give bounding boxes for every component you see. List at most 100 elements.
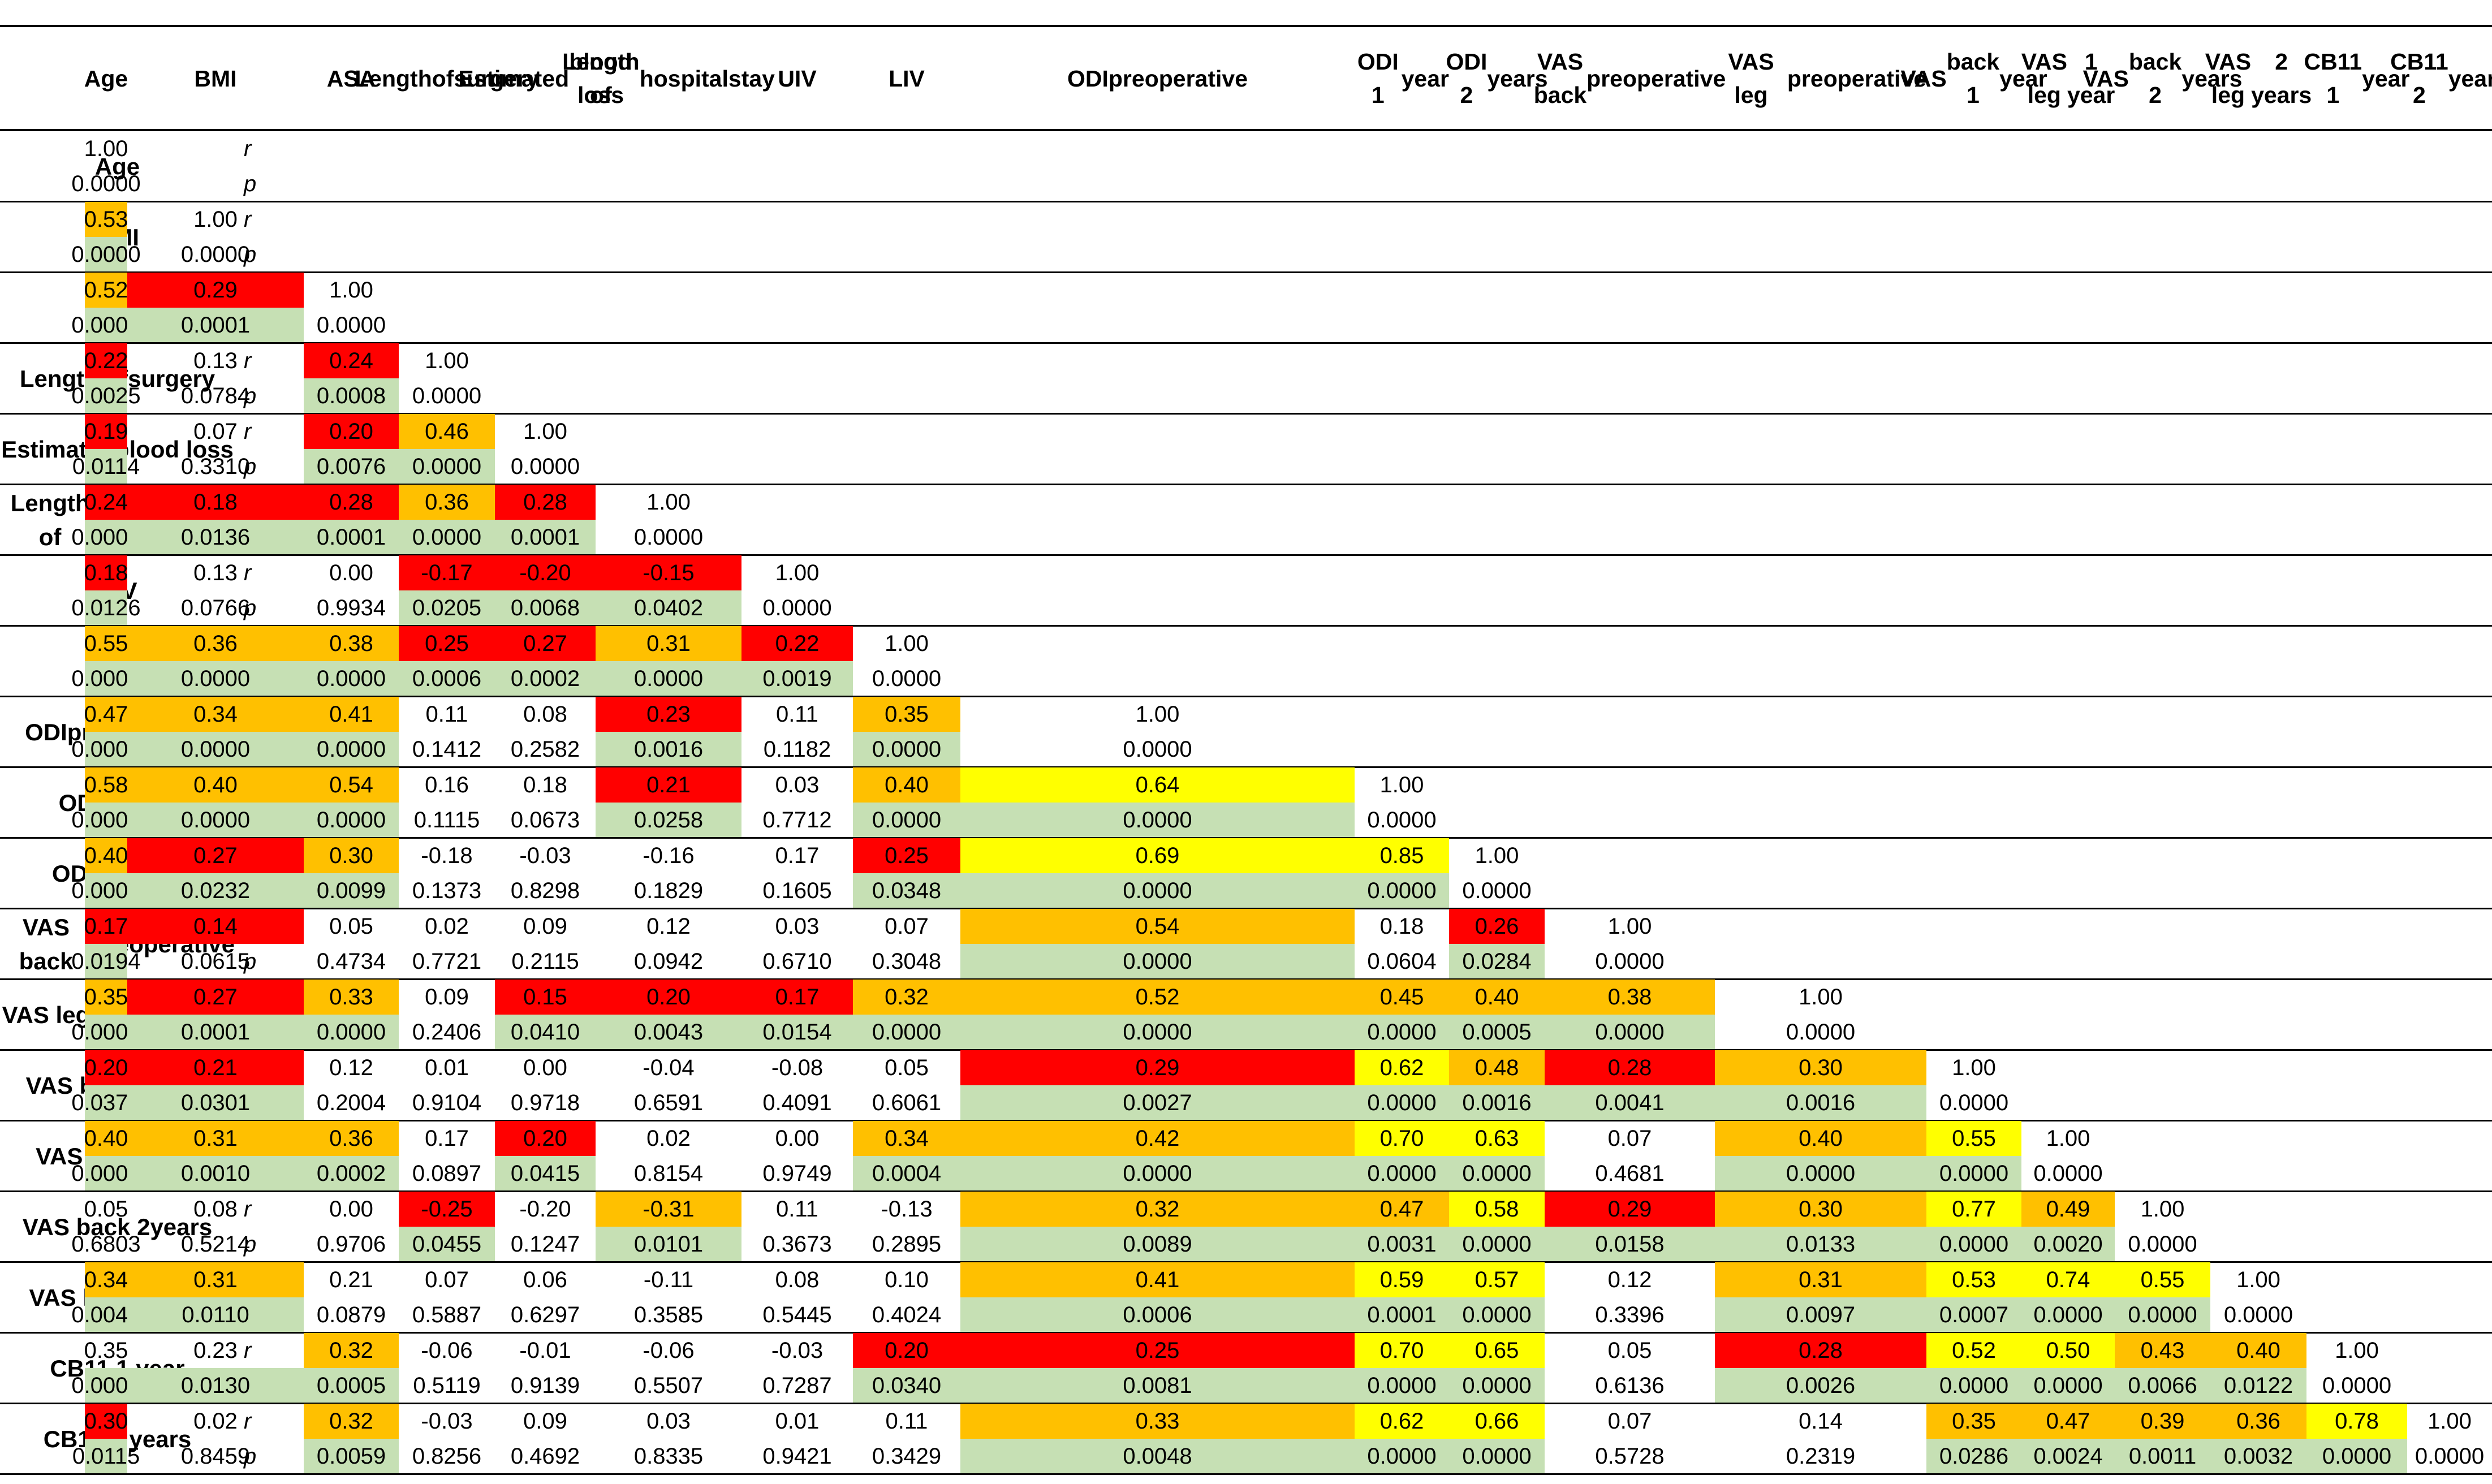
p-value-cell: 0.1115	[413, 808, 480, 832]
r-value-cell: -0.17	[399, 555, 495, 590]
r-value-cell: 0.58	[84, 767, 128, 803]
r-value-cell: 0.13	[193, 560, 238, 585]
p-value-cell: 0.2406	[412, 1020, 482, 1045]
p-value-cell: 0.0016	[596, 732, 741, 767]
row-separator	[0, 554, 2492, 556]
p-value-cell: 0.2895	[872, 1232, 942, 1257]
p-value-cell: 0.0000	[2306, 1439, 2407, 1474]
p-value-cell: 0.0066	[2115, 1368, 2210, 1404]
p-value-cell: 0.0000	[71, 732, 141, 767]
p-value-cell: 0.5887	[412, 1302, 482, 1327]
r-value-cell: 0.31	[1715, 1262, 1926, 1297]
p-value-cell: 0.0006	[960, 1297, 1355, 1333]
r-value-cell: -0.25	[399, 1192, 495, 1227]
p-value-cell: 0.0673	[510, 808, 580, 832]
p-value-cell: 0.0000	[1786, 1020, 1856, 1045]
p-value-cell: 0.6710	[762, 949, 832, 974]
label-line: CB11 1	[2304, 49, 2362, 108]
p-value-cell: 0.0032	[2210, 1439, 2306, 1474]
p-value-cell: 0.0130	[127, 1368, 304, 1404]
p-value-cell: 0.0011	[2115, 1439, 2210, 1474]
p-value-cell: 0.0000	[1355, 1368, 1449, 1404]
column-header: Length of hospital stay	[562, 28, 775, 129]
p-value-cell: 0.9718	[510, 1090, 580, 1115]
label-line: VAS leg	[1728, 49, 1774, 108]
label-line: years	[1487, 65, 1548, 92]
p-value-cell: 0.0000	[762, 596, 832, 620]
r-value-cell: 0.18	[1379, 913, 1424, 939]
p-value-cell: 0.0101	[596, 1227, 741, 1262]
p-value-cell: 0.0000	[1545, 1015, 1715, 1050]
p-value-cell: 0.0000	[1355, 1439, 1449, 1474]
r-value-cell: 0.50	[2021, 1333, 2115, 1368]
r-value-cell: 1.00	[1799, 984, 1843, 1010]
r-value-cell: -0.20	[519, 1196, 571, 1222]
stat-label-p: p	[244, 948, 257, 974]
label-line: Age	[84, 65, 128, 92]
p-value-cell: 0.0158	[1545, 1227, 1715, 1262]
r-value-cell: 0.25	[960, 1333, 1355, 1368]
label-line: Age	[94, 153, 140, 180]
p-value-cell: 0.1605	[762, 878, 832, 903]
p-value-cell: 0.9421	[762, 1444, 832, 1469]
r-value-cell: 1.00	[885, 631, 929, 656]
column-header: BMI	[127, 28, 304, 129]
label-line: years	[2448, 65, 2492, 92]
r-value-cell: 0.21	[596, 767, 741, 803]
stat-label-p: p	[244, 383, 257, 408]
r-value-cell: 1.00	[1135, 701, 1180, 727]
p-value-cell: 0.9104	[412, 1090, 482, 1115]
p-value-cell: 0.0000	[71, 237, 141, 273]
label-line: preoperative	[1787, 65, 1926, 92]
r-value-cell: 0.52	[1926, 1333, 2021, 1368]
r-value-cell: 0.34	[853, 1121, 960, 1156]
r-value-cell: -0.03	[771, 1338, 824, 1363]
r-value-cell: 0.09	[425, 984, 469, 1010]
column-header: LIV	[853, 28, 960, 129]
column-header: Age	[84, 28, 128, 129]
p-value-cell: 0.0001	[1355, 1297, 1449, 1333]
r-value-cell: -0.13	[881, 1196, 933, 1222]
r-value-cell: 0.10	[885, 1267, 929, 1292]
r-value-cell: 0.21	[127, 1050, 304, 1085]
r-value-cell: 0.53	[1926, 1262, 2021, 1297]
p-value-cell: 0.0048	[960, 1439, 1355, 1474]
r-value-cell: 0.28	[304, 485, 399, 520]
p-value-cell: 0.8298	[510, 878, 580, 903]
p-value-cell: 0.0000	[304, 661, 399, 697]
r-value-cell: 0.24	[304, 343, 399, 378]
header-rule	[0, 129, 2492, 131]
row-separator	[0, 1332, 2492, 1334]
r-value-cell: 0.31	[127, 1262, 304, 1297]
r-value-cell: 0.28	[495, 485, 596, 520]
r-value-cell: 0.20	[596, 980, 741, 1015]
r-value-cell: 0.17	[775, 843, 820, 868]
p-value-cell: 0.0031	[1355, 1227, 1449, 1262]
row-label: Age	[0, 131, 235, 202]
p-value-cell: 0.0604	[1367, 949, 1437, 974]
p-value-cell: 0.4091	[762, 1090, 832, 1115]
p-value-cell: 0.0000	[180, 242, 251, 267]
r-value-cell: 0.15	[495, 980, 596, 1015]
p-value-cell: 0.0010	[127, 1156, 304, 1192]
stat-label-r: r	[244, 560, 252, 585]
r-value-cell: 0.47	[1355, 1192, 1449, 1227]
label-line: blood loss	[114, 435, 234, 463]
label-line: Estimated	[458, 65, 570, 92]
r-value-cell: 0.09	[523, 913, 567, 939]
r-value-cell: 0.40	[84, 838, 128, 873]
p-value-cell: 0.2115	[511, 949, 579, 974]
r-value-cell: -0.06	[643, 1338, 695, 1363]
p-value-cell: 0.1182	[763, 737, 831, 762]
stat-label-p: p	[244, 171, 257, 196]
p-value-cell: 0.0000	[1926, 1368, 2021, 1404]
r-value-cell: 0.11	[425, 701, 468, 727]
r-value-cell: 0.12	[1607, 1267, 1652, 1292]
p-value-cell: 0.0000	[1367, 808, 1437, 832]
p-value-cell: 0.0000	[412, 383, 482, 408]
label-line: stay	[728, 65, 775, 92]
label-line: hospital	[639, 65, 728, 92]
p-value-cell: 0.0205	[399, 590, 495, 626]
r-value-cell: 0.46	[399, 414, 495, 449]
